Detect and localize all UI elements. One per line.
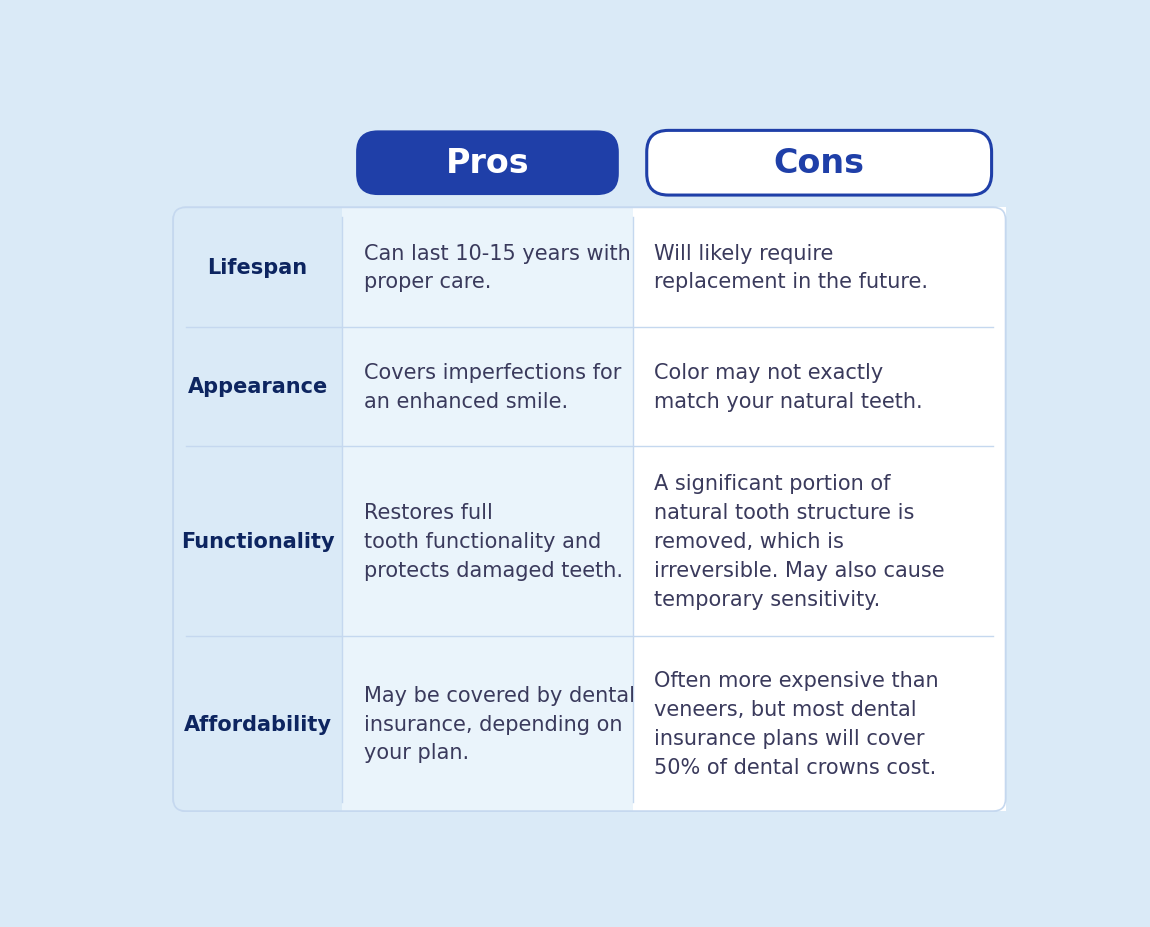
- FancyBboxPatch shape: [174, 209, 1005, 811]
- Text: Pros: Pros: [446, 147, 529, 180]
- Bar: [343, 209, 632, 811]
- Text: Will likely require
replacement in the future.: Will likely require replacement in the f…: [654, 243, 928, 292]
- Bar: [174, 209, 343, 811]
- Text: Color may not exactly
match your natural teeth.: Color may not exactly match your natural…: [654, 362, 923, 411]
- Text: Covers imperfections for
an enhanced smile.: Covers imperfections for an enhanced smi…: [363, 362, 621, 411]
- Text: May be covered by dental
insurance, depending on
your plan.: May be covered by dental insurance, depe…: [363, 685, 635, 763]
- FancyBboxPatch shape: [646, 132, 991, 196]
- Text: Often more expensive than
veneers, but most dental
insurance plans will cover
50: Often more expensive than veneers, but m…: [654, 671, 940, 777]
- Text: Appearance: Appearance: [187, 376, 328, 397]
- Text: Lifespan: Lifespan: [208, 258, 308, 278]
- Text: Cons: Cons: [774, 147, 865, 180]
- Text: Affordability: Affordability: [184, 714, 331, 734]
- Bar: [632, 209, 1005, 811]
- Text: Restores full
tooth functionality and
protects damaged teeth.: Restores full tooth functionality and pr…: [363, 502, 623, 580]
- Text: Functionality: Functionality: [181, 531, 335, 552]
- FancyBboxPatch shape: [356, 132, 619, 196]
- Text: Can last 10-15 years with
proper care.: Can last 10-15 years with proper care.: [363, 243, 630, 292]
- Text: A significant portion of
natural tooth structure is
removed, which is
irreversib: A significant portion of natural tooth s…: [654, 474, 945, 609]
